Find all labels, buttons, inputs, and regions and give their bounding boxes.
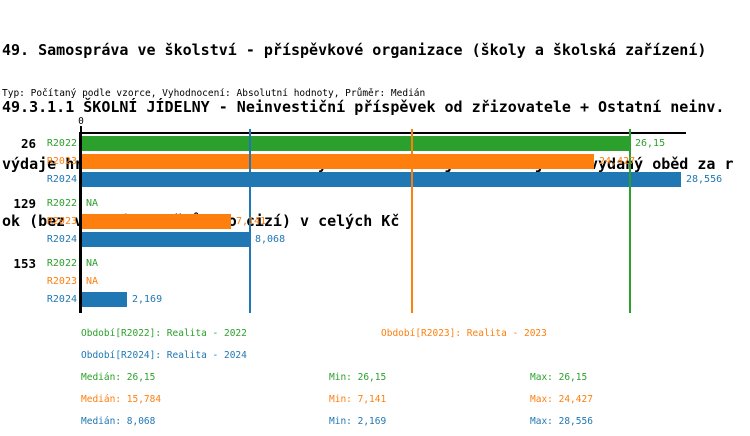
bar-value-label: 7,141: [236, 216, 267, 227]
median-line-R2024: [249, 129, 251, 313]
legend-period-r2022: Období[R2022]: Realita - 2022: [81, 328, 247, 339]
bar-value-label: 24,427: [599, 156, 636, 167]
bar-R2023-group-129: [82, 214, 231, 229]
median-line-R2022: [629, 129, 631, 313]
bar-value-label: 26,15: [635, 138, 666, 149]
median-r2024: Medián: 8,068: [81, 416, 156, 427]
title-line: 49. Samospráva ve školství - příspěvkové…: [2, 41, 707, 59]
group-label-129: 129: [13, 196, 36, 211]
row-label-R2022: R2022: [46, 258, 77, 269]
bar-R2024-group-153: [82, 292, 127, 307]
bar-value-label: 28,556: [686, 174, 723, 185]
zero-tick-label: 0: [78, 116, 84, 127]
bar-R2023-group-26: [82, 154, 594, 169]
bar-na-label: NA: [86, 198, 99, 209]
bar-R2024-group-26: [82, 172, 681, 187]
bar-na-label: NA: [86, 258, 99, 269]
row-label-R2024: R2024: [46, 174, 77, 185]
row-label-R2024: R2024: [46, 234, 77, 245]
chart-subtitle: Typ: Počítaný podle vzorce, Vyhodnocení:…: [2, 88, 426, 99]
median-r2022: Medián: 26,15: [81, 372, 156, 383]
zero-tick: [80, 126, 82, 132]
row-label-R2024: R2024: [46, 294, 77, 305]
min-r2022: Min: 26,15: [329, 372, 387, 383]
bar-na-label: NA: [86, 276, 99, 287]
legend-period-r2023: Období[R2023]: Realita - 2023: [381, 328, 547, 339]
row-label-R2023: R2023: [46, 216, 77, 227]
median-line-R2023: [411, 129, 413, 313]
legend-period-r2024: Období[R2024]: Realita - 2024: [81, 350, 247, 361]
group-label-153: 153: [13, 256, 36, 271]
y-axis-line: [79, 132, 82, 313]
title-line: 49.3.1.1 ŠKOLNÍ JÍDELNY - Neinvestiční p…: [2, 98, 725, 116]
bar-value-label: 8,068: [255, 234, 286, 245]
row-label-R2022: R2022: [46, 138, 77, 149]
max-r2022: Max: 26,15: [530, 372, 588, 383]
row-label-R2022: R2022: [46, 198, 77, 209]
bar-R2022-group-26: [82, 136, 630, 151]
min-r2023: Min: 7,141: [329, 394, 387, 405]
max-r2024: Max: 28,556: [530, 416, 593, 427]
min-r2024: Min: 2,169: [329, 416, 387, 427]
row-label-R2023: R2023: [46, 156, 77, 167]
median-r2023: Medián: 15,784: [81, 394, 162, 405]
x-axis-line: [79, 132, 686, 134]
group-label-26: 26: [20, 136, 36, 151]
max-r2023: Max: 24,427: [530, 394, 593, 405]
bar-R2024-group-129: [82, 232, 250, 247]
bar-value-label: 2,169: [132, 294, 163, 305]
row-label-R2023: R2023: [46, 276, 77, 287]
